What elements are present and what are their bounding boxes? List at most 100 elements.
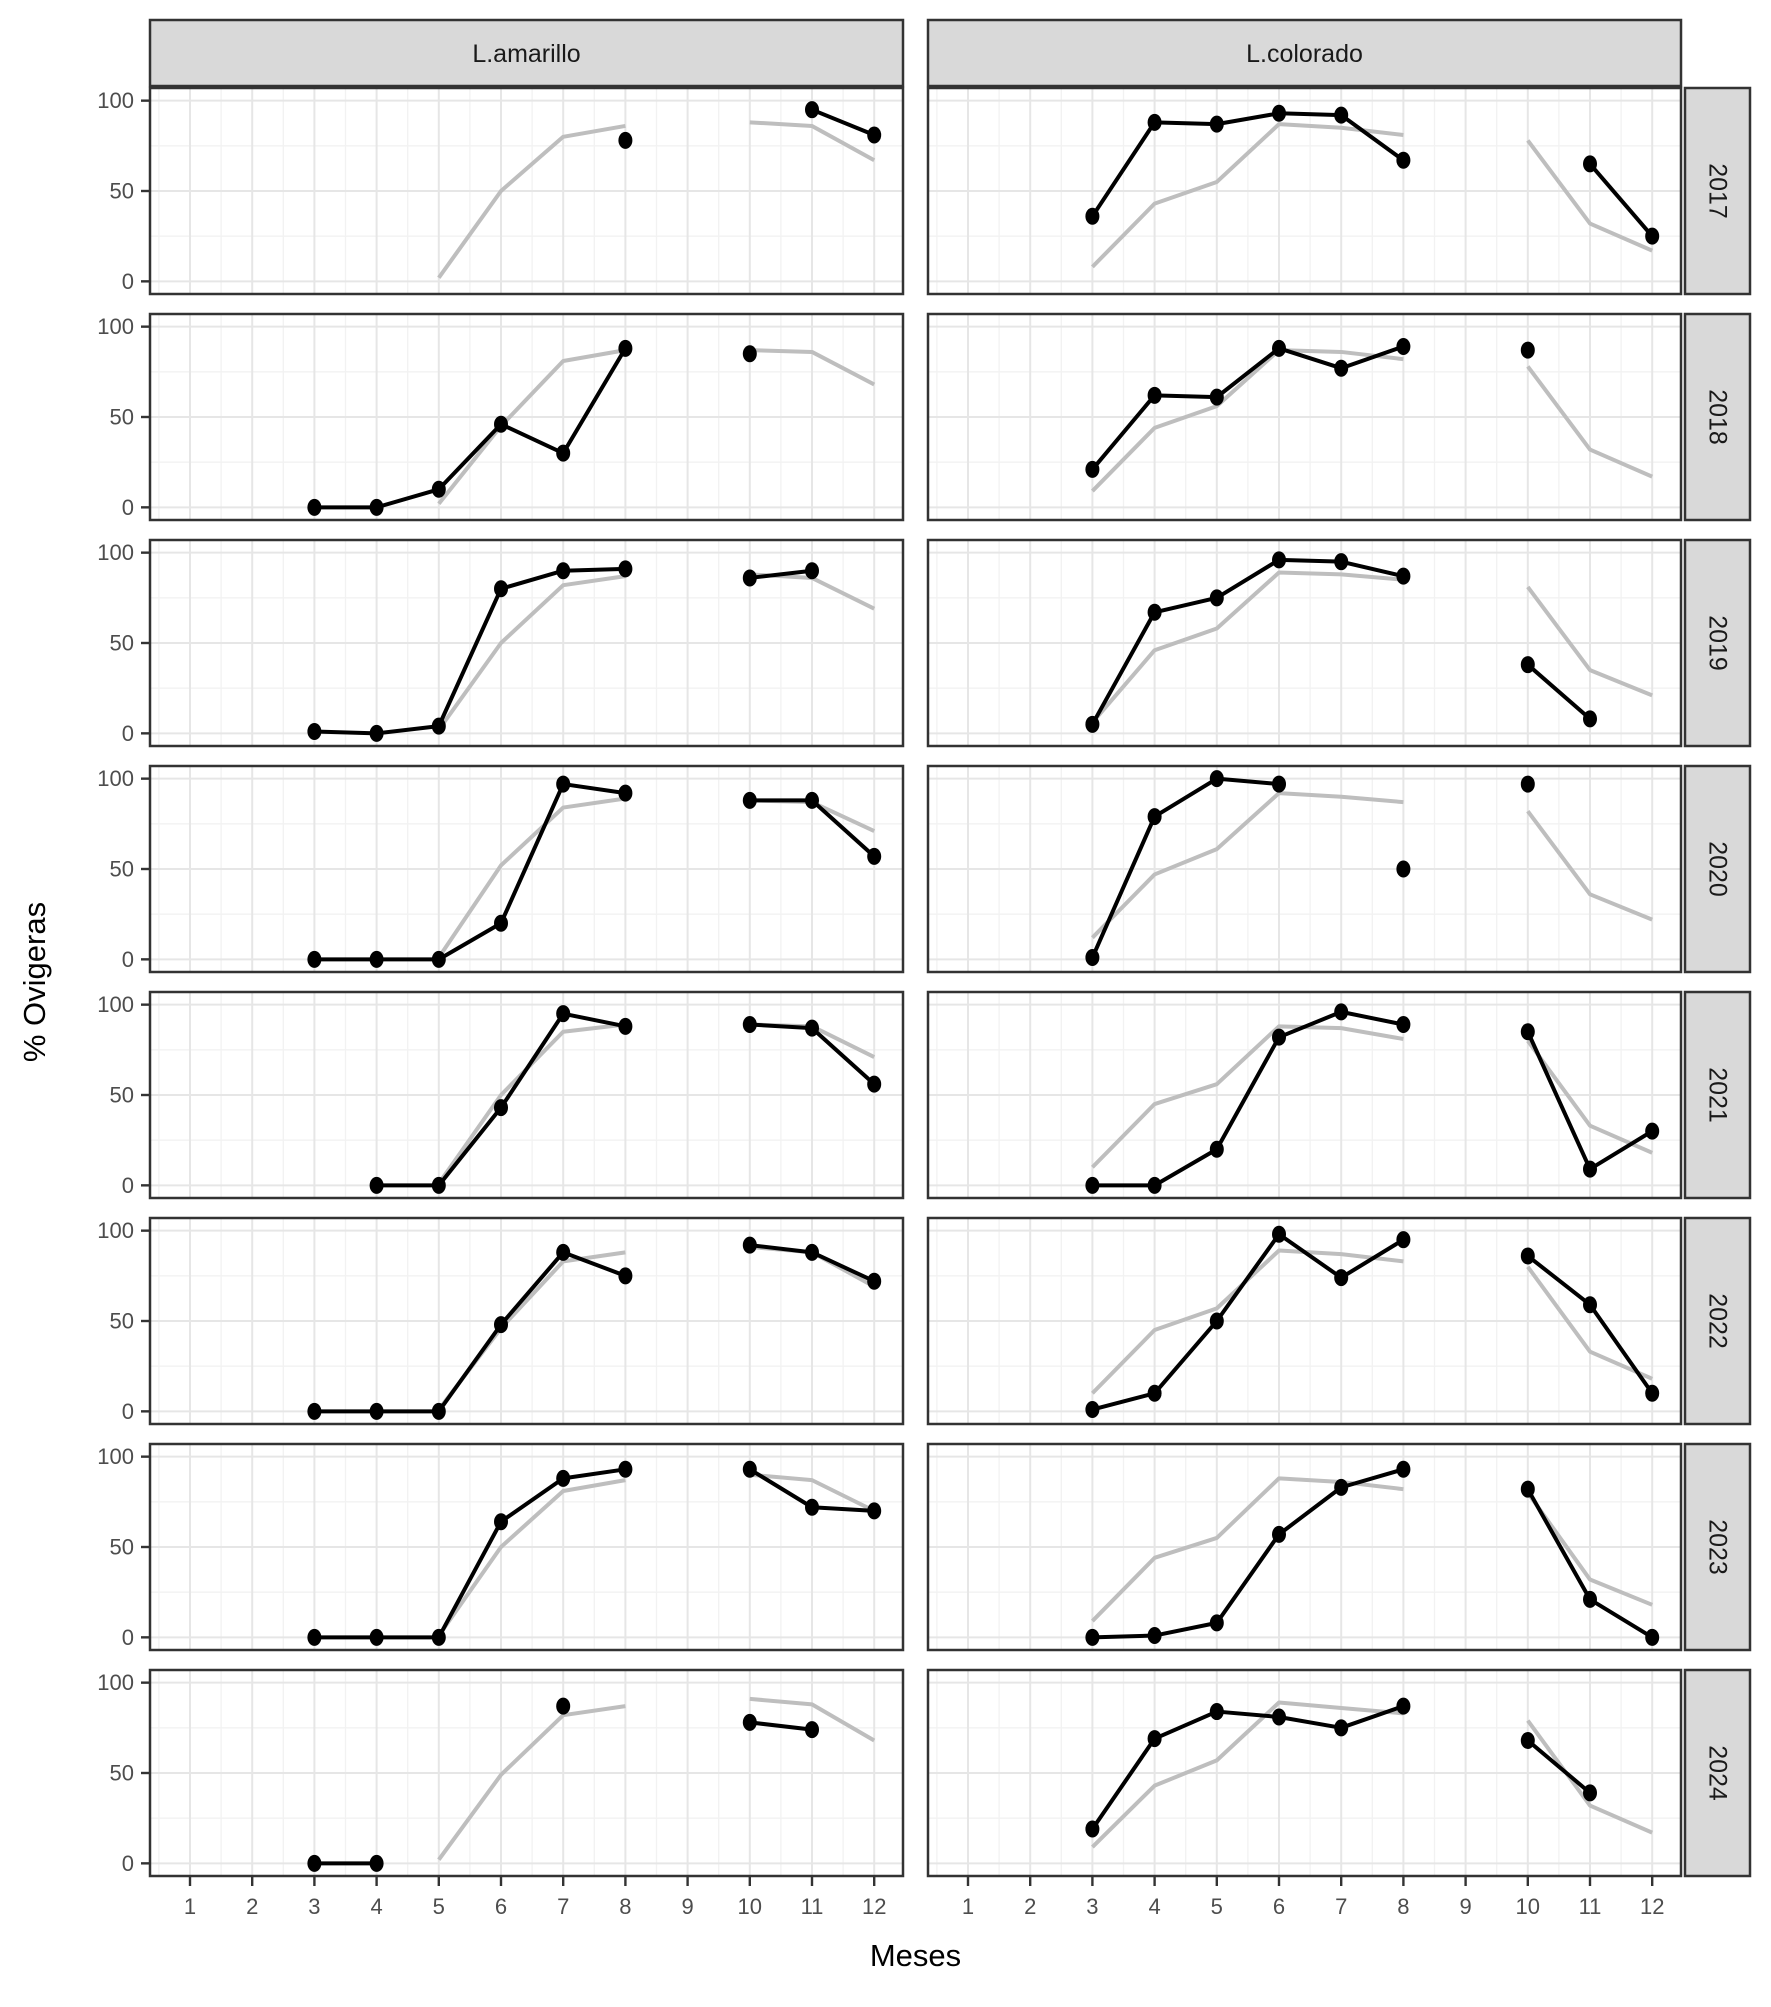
observed-line (811, 107, 875, 137)
data-point (556, 775, 571, 793)
facet-panel-2018-L.amarillo (150, 314, 903, 520)
data-point (431, 1628, 446, 1646)
data-point (1147, 1384, 1162, 1402)
observed-line (314, 1250, 627, 1414)
reference-line (437, 123, 626, 279)
x-axis: 1 2 3 4 5 6 7 8 9 10 11 12 1 2 3 4 5 6 7 8 9 10 11 12 (184, 1876, 1664, 1919)
reference-line (1526, 1265, 1653, 1381)
column-strip-label: L.colorado (1246, 40, 1363, 68)
data-point (1209, 1312, 1224, 1330)
data-point (1520, 1731, 1535, 1749)
data-point (618, 560, 633, 578)
y-tick-label: 50 (110, 1761, 134, 1786)
row-strip-label: 2021 (1704, 1067, 1732, 1123)
y-tick-label: 50 (110, 857, 134, 882)
data-point (307, 723, 322, 741)
data-point (742, 1460, 757, 1478)
data-point (1147, 1176, 1162, 1194)
reference-line (437, 796, 626, 959)
gridlines-major (928, 540, 1681, 746)
row-strip-label: 2019 (1704, 615, 1732, 671)
data-point (618, 784, 633, 802)
x-tick-label: 1 (962, 1894, 974, 1919)
x-tick-label: 11 (801, 1894, 824, 1919)
facet-panel-2022-L.amarillo (150, 1218, 903, 1424)
data-point (1396, 567, 1411, 585)
data-point (1147, 1730, 1162, 1748)
observed-line (1090, 776, 1280, 959)
gridlines-major (150, 88, 903, 294)
data-point (1209, 770, 1224, 788)
row-strip-label: 2022 (1704, 1293, 1732, 1349)
data-point (867, 1075, 882, 1093)
x-tick-label: 8 (619, 1894, 631, 1919)
y-tick-label: 0 (122, 269, 134, 294)
data-point (1085, 1628, 1100, 1646)
y-tick-label: 0 (122, 721, 134, 746)
observed-line (314, 566, 626, 736)
observed-line (314, 347, 628, 510)
data-point (369, 1402, 384, 1420)
observed-line (1092, 1467, 1404, 1640)
observed-line (1588, 162, 1654, 238)
gridlines-major (928, 766, 1681, 972)
data-point (1334, 553, 1349, 571)
row-strip-label: 2024 (1704, 1745, 1732, 1801)
facet-panel-2021-L.amarillo (150, 992, 903, 1198)
gridlines-major (928, 88, 1681, 294)
data-point (369, 1854, 384, 1872)
data-point (618, 1017, 633, 1035)
facet-panel-2020-L.colorado (928, 766, 1681, 972)
reference-line (1526, 1491, 1653, 1607)
data-point (1272, 551, 1286, 569)
data-point (742, 1713, 757, 1731)
facet-panel-2019-L.colorado (928, 540, 1681, 746)
panel-border (926, 990, 1683, 1200)
data-point (307, 498, 322, 516)
data-point (1085, 1176, 1100, 1194)
observed-line (749, 568, 813, 580)
data-point (742, 1016, 757, 1034)
column-strip-L.amarillo: L.amarillo (148, 18, 905, 88)
y-tick-label: 100 (97, 314, 134, 339)
observed-line (749, 1720, 813, 1732)
row-strip-label: 2017 (1704, 163, 1732, 219)
data-point (1272, 1708, 1286, 1726)
reference-line (1090, 348, 1404, 493)
data-point (867, 1502, 882, 1520)
observed-line (1526, 1738, 1592, 1795)
y-axis-title: % Ovigeras (17, 901, 52, 1063)
column-strip-label: L.amarillo (472, 40, 580, 68)
data-point (1085, 1820, 1100, 1838)
data-point (1583, 1296, 1597, 1314)
row-strip-label: 2023 (1704, 1519, 1732, 1575)
reference-line (437, 348, 626, 505)
x-tick-label: 8 (1397, 1894, 1409, 1919)
panel-border (926, 312, 1683, 522)
y-tick-label: 100 (97, 766, 134, 791)
row-strip-2019: 2019 (1683, 538, 1752, 748)
facet-panel-2020-L.amarillo (150, 766, 903, 972)
x-tick-label: 12 (862, 1894, 886, 1919)
reference-line (1526, 585, 1653, 698)
data-point (556, 1243, 571, 1261)
facet-panel-2024-L.amarillo (150, 1670, 903, 1876)
data-point (369, 498, 384, 516)
data-point (805, 1243, 819, 1261)
gridlines-major (928, 1670, 1681, 1876)
data-point (494, 415, 508, 433)
row-strip-label: 2018 (1704, 389, 1732, 445)
y-tick-label: 0 (122, 1399, 134, 1424)
facet-panel-2023-L.amarillo (150, 1444, 903, 1650)
data-point (556, 1697, 571, 1715)
x-tick-label: 3 (308, 1894, 320, 1919)
data-point (1520, 341, 1535, 359)
facet-panel-2021-L.colorado (928, 992, 1681, 1198)
data-point (369, 724, 384, 742)
y-tick-label: 100 (97, 1444, 134, 1469)
x-tick-label: 10 (738, 1894, 762, 1919)
x-tick-label: 7 (557, 1894, 569, 1919)
panel-border (926, 86, 1683, 296)
panel-border (926, 1668, 1683, 1878)
